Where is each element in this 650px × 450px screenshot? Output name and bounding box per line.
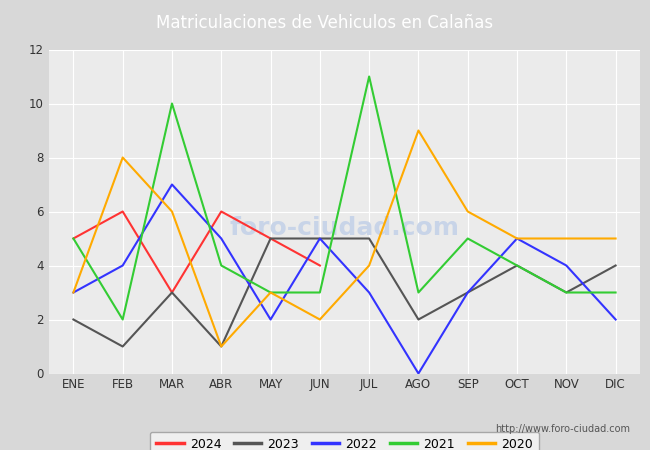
Text: Matriculaciones de Vehiculos en Calañas: Matriculaciones de Vehiculos en Calañas [157,14,493,32]
Legend: 2024, 2023, 2022, 2021, 2020: 2024, 2023, 2022, 2021, 2020 [150,432,540,450]
Text: http://www.foro-ciudad.com: http://www.foro-ciudad.com [495,424,630,434]
Text: foro-ciudad.com: foro-ciudad.com [229,216,460,240]
